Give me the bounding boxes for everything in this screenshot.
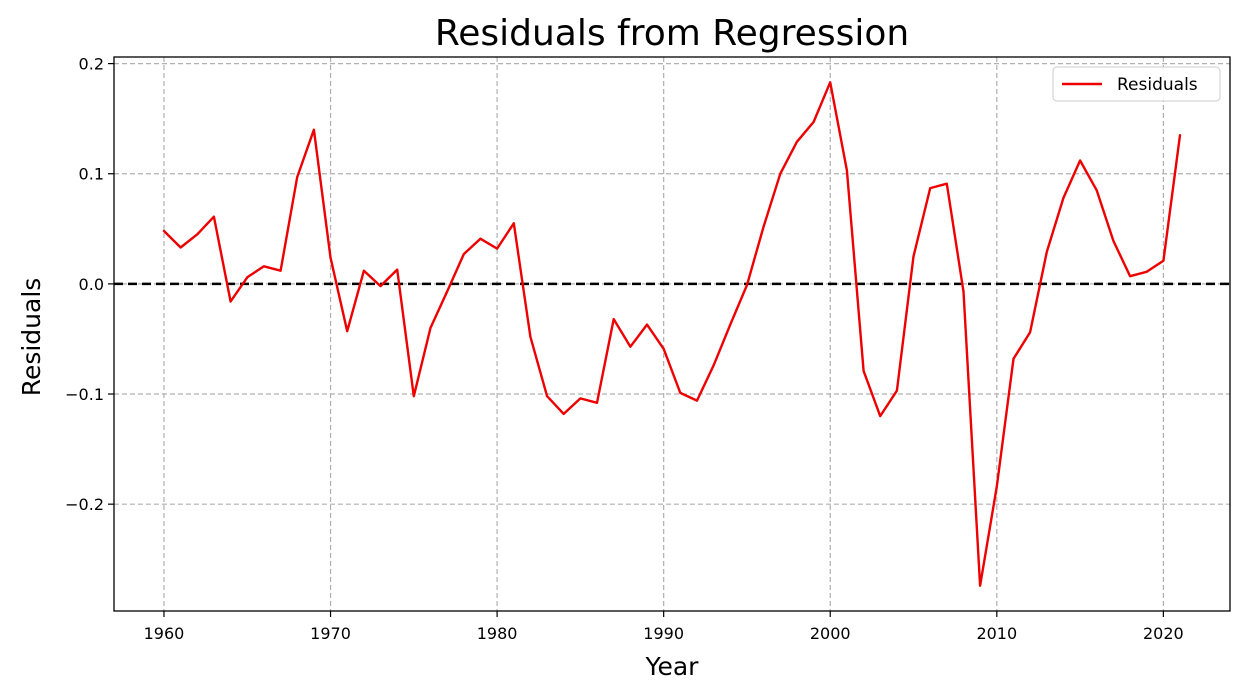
series-layer [162,81,1182,587]
y-axis-label: Residuals [17,278,46,397]
grid [114,57,1230,611]
y-tick-label: 0.0 [79,275,104,294]
series-line-residuals [162,81,1182,587]
x-tick-label: 1970 [310,624,351,643]
legend-box [1052,66,1221,102]
x-tick-label: 1960 [144,624,185,643]
x-tick-label: 2020 [1143,624,1184,643]
legend: Residuals [1052,66,1221,102]
x-tick-label: 1980 [477,624,518,643]
legend-label-residuals: Residuals [1117,75,1198,95]
y-tick-label: 0.1 [79,165,104,184]
x-tick-label: 1990 [643,624,684,643]
chart-title: Residuals from Regression [435,13,909,54]
x-tick-label: 2000 [810,624,851,643]
x-axis-ticks: 1960 1970 1980 1990 2000 2010 2020 [144,611,1184,643]
y-tick-label: −0.2 [65,495,104,514]
x-tick-label: 2010 [976,624,1017,643]
y-tick-label: 0.2 [79,55,104,74]
plot-frame [113,56,1231,612]
y-tick-label: −0.1 [65,385,104,404]
x-axis-label: Year [645,652,700,681]
y-axis-ticks: −0.2 −0.1 0.0 0.1 0.2 [65,55,114,514]
